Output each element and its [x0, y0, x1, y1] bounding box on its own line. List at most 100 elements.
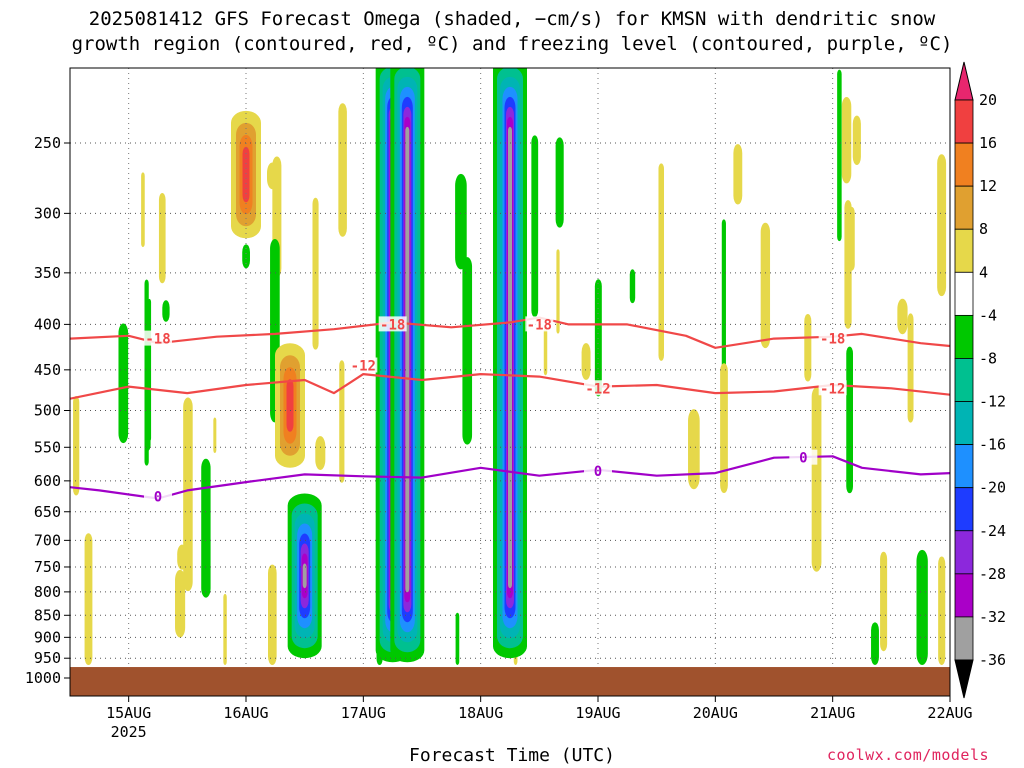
colorbar-label: -12: [979, 393, 1006, 411]
colorbar-label: -20: [979, 479, 1006, 497]
colorbar-swatch: [954, 228, 974, 273]
y-tick-label: 250: [34, 134, 61, 152]
y-tick-label: 600: [34, 472, 61, 490]
omega-streak: [267, 162, 278, 190]
omega-streak: [73, 396, 80, 496]
omega-core: [286, 379, 294, 432]
contour-label-bg: [789, 449, 818, 465]
omega-streak: [462, 257, 473, 445]
contour-label-bg: [584, 463, 612, 479]
ground-surface: [70, 667, 950, 696]
x-tick-label: 17AUG: [341, 704, 386, 722]
chart-title-line-2: growth region (contoured, red, ºC) and f…: [71, 33, 953, 55]
y-tick-label: 550: [34, 438, 61, 456]
contour-label: 0: [154, 490, 162, 506]
omega-core: [302, 563, 307, 589]
contour-label: 0: [799, 451, 807, 467]
omega-streak: [183, 397, 193, 592]
y-tick-label: 850: [34, 606, 61, 624]
omega-streak: [455, 173, 467, 270]
omega-streak: [848, 206, 855, 271]
omega-streak: [897, 298, 908, 335]
omega-streak: [846, 346, 854, 494]
colorbar-swatch: [954, 358, 974, 402]
omega-streak: [721, 219, 726, 378]
contour-label-bg: [144, 488, 172, 504]
colorbar-label: 4: [979, 263, 988, 281]
omega-streak: [175, 569, 186, 638]
x-tick-label: 22AUG: [927, 704, 972, 722]
omega-shading: [73, 68, 947, 665]
x-tick-label: 20AUG: [693, 704, 738, 722]
x-tick-label: 18AUG: [458, 704, 503, 722]
contour-label: -18: [820, 332, 845, 348]
contour-label: -12: [351, 359, 376, 375]
colorbar-label: -16: [979, 436, 1006, 454]
omega-streak: [937, 154, 947, 297]
x-tick-sublabel: 2025: [111, 723, 147, 741]
contour-line--12: [70, 373, 950, 400]
plot-frame: [69, 67, 951, 697]
omega-streak: [581, 343, 591, 380]
colorbar-label: 20: [979, 91, 997, 109]
omega-streak: [688, 409, 700, 490]
contour-label: -18: [527, 317, 552, 333]
omega-streak: [339, 360, 345, 483]
x-axis-label: Forecast Time (UTC): [409, 745, 615, 766]
y-tick-label: 700: [34, 531, 61, 549]
omega-streak: [315, 436, 326, 470]
y-axis: 250 300 350 400 450 500 550 600 650 700 750 800 850 9…: [25, 134, 70, 687]
colorbar-swatch: [954, 530, 974, 575]
contour-label-bg: [349, 357, 378, 373]
y-tick-label: 450: [34, 361, 61, 379]
omega-streak: [141, 172, 145, 248]
contour-label-bg: [378, 316, 407, 332]
contour-label: -12: [585, 381, 610, 397]
colorbar-swatch: [954, 487, 974, 532]
colorbar-swatch: [954, 142, 974, 187]
omega-streak: [916, 549, 928, 665]
y-tick-label: 900: [34, 628, 61, 646]
colorbar-swatch: [954, 444, 974, 489]
omega-streak: [733, 144, 743, 205]
colorbar-label: 12: [979, 177, 997, 195]
colorbar-label: -28: [979, 565, 1006, 583]
contour-label: -18: [380, 317, 405, 333]
omega-streak: [760, 222, 771, 349]
colorbar-swatch: [954, 401, 974, 446]
omega-streak: [118, 323, 129, 444]
contour-label-bg: [144, 330, 172, 346]
omega-streak: [338, 103, 347, 237]
colorbar-swatch: [954, 314, 974, 359]
colorbar-label: -4: [979, 306, 997, 324]
omega-streak: [531, 135, 539, 318]
y-tick-label: 750: [34, 558, 61, 576]
colorbar-top-arrow: [954, 61, 974, 101]
contour-label-bg: [818, 380, 847, 396]
contour-line-0: [70, 455, 950, 500]
y-tick-label: 1000: [25, 669, 61, 687]
omega-streak: [629, 269, 636, 304]
colorbar-label: -36: [979, 651, 1006, 669]
omega-streak: [880, 551, 888, 652]
x-tick-label: 19AUG: [575, 704, 620, 722]
omega-streak: [242, 244, 250, 269]
omega-streak: [871, 622, 879, 665]
omega-streak: [852, 115, 861, 165]
omega-streak: [267, 564, 277, 665]
omega-streak: [837, 69, 842, 242]
colorbar-label: -32: [979, 608, 1006, 626]
omega-core: [242, 146, 250, 203]
colorbar-label: 8: [979, 220, 988, 238]
omega-streak: [84, 533, 93, 665]
y-tick-label: 800: [34, 583, 61, 601]
colorbar-bottom-arrow: [954, 659, 974, 699]
omega-streak: [201, 458, 211, 598]
omega-streak: [312, 197, 319, 350]
contour-labels: -18 -18 -18 -18 -12 -12 -12 0 0 0: [144, 316, 847, 506]
omega-streak: [158, 193, 166, 284]
omega-streak: [658, 163, 665, 361]
omega-streak: [213, 417, 217, 453]
